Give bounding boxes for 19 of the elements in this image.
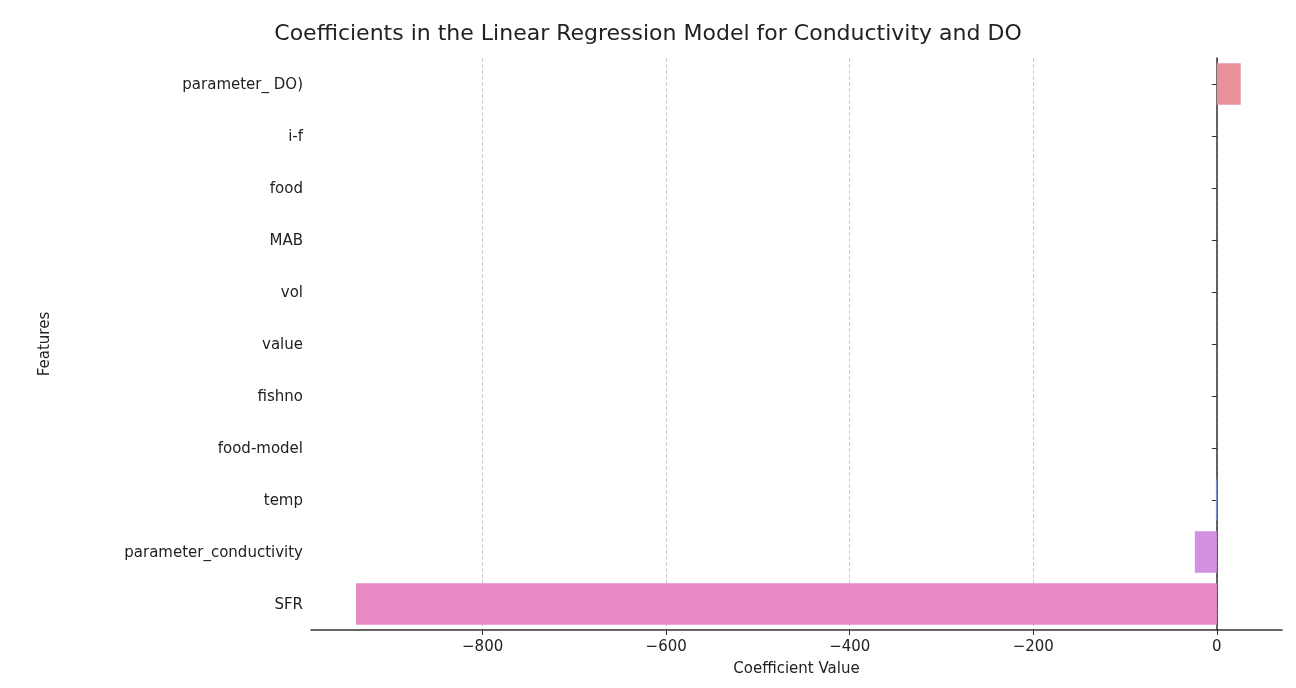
- y-tick-label: temp: [263, 491, 303, 509]
- x-tick-label: −200: [1012, 636, 1054, 655]
- y-tick-label: food: [269, 179, 303, 197]
- chart-title: Coefficients in the Linear Regression Model for Conductivity and DO: [274, 19, 1022, 45]
- y-tick-label: SFR: [274, 595, 303, 613]
- x-axis-title: Coefficient Value: [733, 658, 860, 677]
- y-tick-label: i-f: [288, 127, 304, 145]
- x-tick-label: 0: [1212, 636, 1222, 655]
- y-tick-label: vol: [280, 283, 303, 301]
- y-tick-label: MAB: [269, 231, 303, 249]
- y-tick-label: value: [262, 335, 303, 353]
- x-tick-label: −800: [462, 636, 504, 655]
- y-tick-label: parameter_conductivity: [124, 543, 304, 562]
- x-tick-label: −400: [829, 636, 871, 655]
- y-axis-title: Features: [34, 311, 53, 377]
- x-tick-label: −600: [645, 636, 687, 655]
- y-tick-label: food-model: [217, 439, 303, 457]
- y-tick-label: parameter_ DO): [182, 75, 303, 94]
- y-tick-label: fishno: [257, 387, 303, 405]
